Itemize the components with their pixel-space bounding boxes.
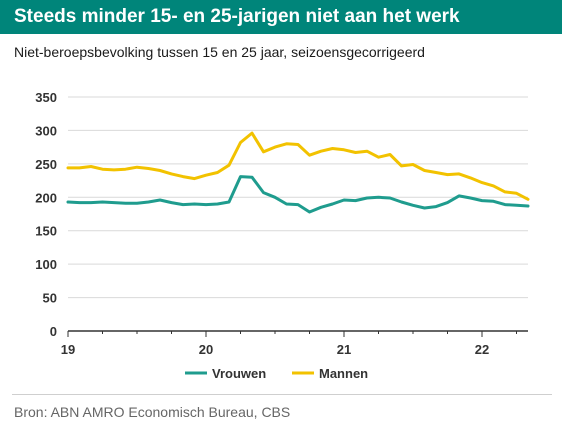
x-tick-label: 19 bbox=[61, 342, 75, 357]
y-tick-label: 0 bbox=[50, 324, 57, 339]
chart-title: Steeds minder 15- en 25-jarigen niet aan… bbox=[14, 6, 460, 27]
legend-label-vrouwen: Vrouwen bbox=[212, 366, 266, 381]
x-tick-label: 22 bbox=[475, 342, 489, 357]
y-tick-label: 50 bbox=[43, 291, 57, 306]
y-tick-label: 250 bbox=[35, 157, 57, 172]
y-tick-label: 100 bbox=[35, 257, 57, 272]
series-line-vrouwen bbox=[66, 175, 530, 214]
y-tick-label: 350 bbox=[35, 90, 57, 105]
y-tick-label: 300 bbox=[35, 123, 57, 138]
chart-subtitle: Niet-beroepsbevolking tussen 15 en 25 ja… bbox=[14, 44, 425, 60]
source-note: Bron: ABN AMRO Economisch Bureau, CBS bbox=[14, 404, 291, 420]
legend-label-mannen: Mannen bbox=[319, 366, 368, 381]
y-tick-label: 150 bbox=[35, 224, 57, 239]
x-tick-label: 21 bbox=[337, 342, 351, 357]
y-tick-label: 200 bbox=[35, 190, 57, 205]
title-bar: Steeds minder 15- en 25-jarigen niet aan… bbox=[0, 0, 562, 34]
x-tick-label: 20 bbox=[199, 342, 213, 357]
series-line-mannen bbox=[66, 131, 530, 201]
line-chart: 0 50 100 150 200 250 300 350 19 20 21 22 Vrouwen Mann… bbox=[35, 90, 530, 381]
footer-divider bbox=[12, 394, 552, 395]
